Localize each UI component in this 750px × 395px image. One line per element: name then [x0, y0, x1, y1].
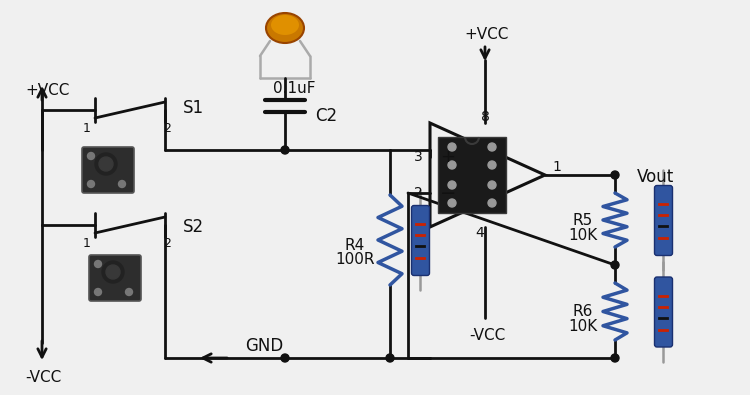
- Circle shape: [611, 261, 619, 269]
- Circle shape: [88, 181, 94, 188]
- Ellipse shape: [271, 15, 299, 35]
- Text: +VCC: +VCC: [465, 26, 509, 41]
- Text: -VCC: -VCC: [25, 371, 62, 386]
- Circle shape: [611, 171, 619, 179]
- Text: 1: 1: [83, 122, 91, 135]
- FancyBboxPatch shape: [89, 255, 141, 301]
- Circle shape: [488, 199, 496, 207]
- Text: R6: R6: [573, 304, 593, 319]
- Ellipse shape: [266, 13, 304, 43]
- Circle shape: [448, 161, 456, 169]
- Text: 10K: 10K: [568, 319, 598, 334]
- Circle shape: [88, 152, 94, 160]
- FancyBboxPatch shape: [438, 137, 506, 213]
- Text: S1: S1: [183, 99, 204, 117]
- Text: 1: 1: [553, 160, 562, 174]
- Text: -VCC: -VCC: [469, 329, 505, 344]
- Text: R5: R5: [573, 213, 593, 228]
- Circle shape: [488, 181, 496, 189]
- Circle shape: [448, 143, 456, 151]
- FancyBboxPatch shape: [82, 147, 134, 193]
- Text: 2: 2: [413, 186, 422, 200]
- Text: −: −: [440, 184, 456, 203]
- Circle shape: [448, 199, 456, 207]
- Text: GND: GND: [245, 337, 284, 355]
- Text: R4: R4: [345, 237, 365, 252]
- Text: Vout: Vout: [637, 168, 674, 186]
- Circle shape: [386, 354, 394, 362]
- Circle shape: [611, 354, 619, 362]
- Circle shape: [281, 354, 289, 362]
- Text: C2: C2: [315, 107, 337, 125]
- Circle shape: [94, 260, 101, 267]
- Circle shape: [102, 261, 124, 283]
- Text: +VCC: +VCC: [25, 83, 70, 98]
- Text: 4: 4: [476, 226, 484, 240]
- FancyBboxPatch shape: [655, 186, 673, 256]
- FancyBboxPatch shape: [412, 205, 430, 275]
- Circle shape: [448, 181, 456, 189]
- Circle shape: [488, 161, 496, 169]
- Text: 1: 1: [83, 237, 91, 250]
- Circle shape: [106, 265, 120, 279]
- Text: 10K: 10K: [568, 228, 598, 243]
- Circle shape: [488, 143, 496, 151]
- Text: 0.1uF: 0.1uF: [273, 81, 316, 96]
- Circle shape: [94, 288, 101, 295]
- Text: 100R: 100R: [335, 252, 375, 267]
- Circle shape: [118, 181, 125, 188]
- FancyBboxPatch shape: [655, 277, 673, 347]
- Text: 2: 2: [163, 237, 171, 250]
- Text: 8: 8: [481, 110, 490, 124]
- Text: S2: S2: [183, 218, 204, 236]
- Text: +: +: [440, 148, 455, 166]
- Circle shape: [95, 153, 117, 175]
- Circle shape: [99, 157, 113, 171]
- Text: 2: 2: [163, 122, 171, 135]
- Circle shape: [281, 146, 289, 154]
- Text: 3: 3: [413, 150, 422, 164]
- Circle shape: [125, 288, 133, 295]
